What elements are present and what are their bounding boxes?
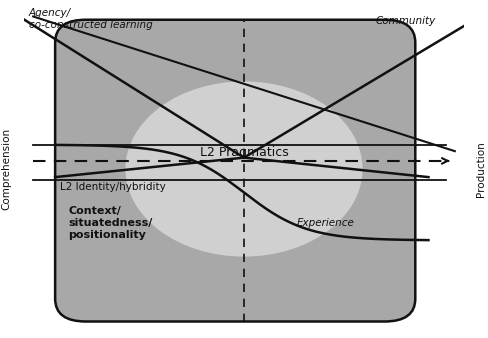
Text: Comprehension: Comprehension (2, 128, 12, 210)
Text: Community: Community (376, 17, 436, 26)
Text: L2 Pragmatics: L2 Pragmatics (200, 146, 288, 159)
Text: Experience: Experience (297, 218, 355, 227)
Text: L2 Identity/hybridity: L2 Identity/hybridity (60, 182, 165, 192)
Text: Agency/
co-constructed learning: Agency/ co-constructed learning (29, 8, 153, 30)
Circle shape (125, 81, 363, 257)
Text: Production: Production (476, 141, 486, 197)
FancyBboxPatch shape (55, 20, 415, 321)
Text: Context/
situatedness/
positionality: Context/ situatedness/ positionality (68, 206, 153, 240)
